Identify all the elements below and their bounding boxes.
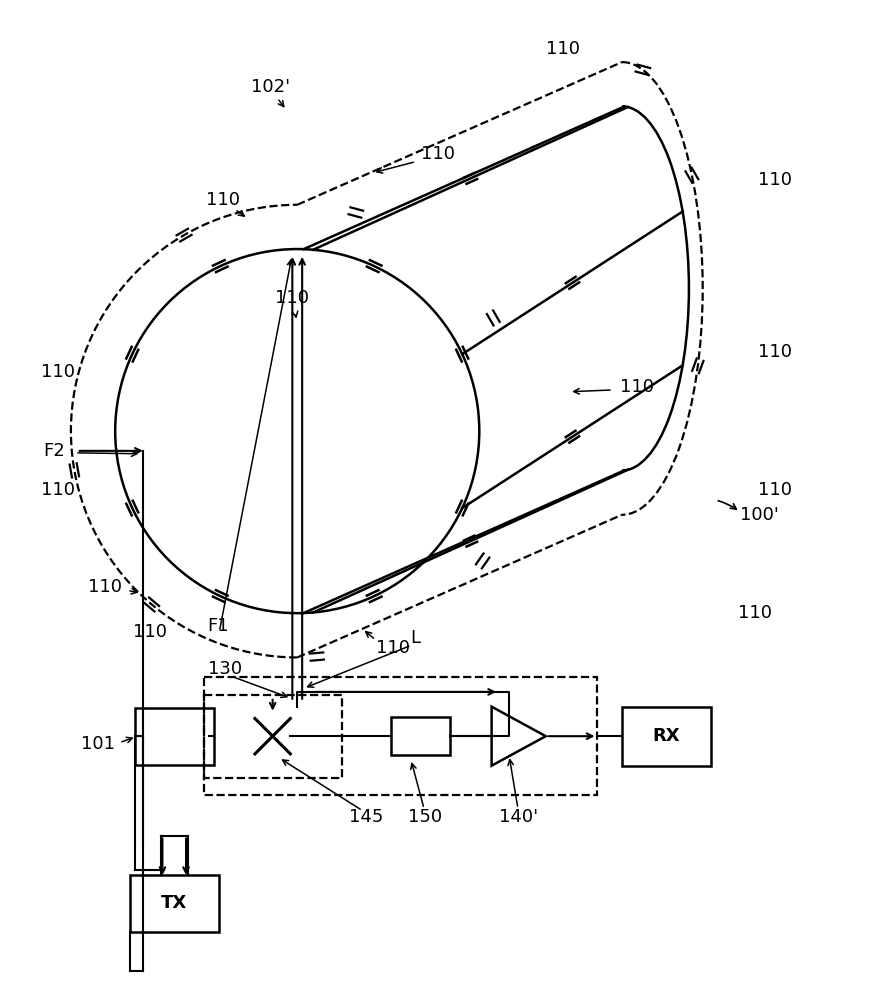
Text: L: L	[410, 629, 420, 647]
Bar	[134, 708, 214, 765]
Text: 102': 102'	[251, 78, 290, 96]
Text: 110: 110	[275, 289, 309, 307]
Text: 110: 110	[41, 363, 75, 381]
Text: 101: 101	[81, 735, 115, 753]
Text: 100': 100'	[740, 506, 779, 524]
Bar	[391, 717, 450, 755]
Text: 110: 110	[375, 639, 409, 657]
Text: 110: 110	[88, 578, 122, 596]
Text: 110: 110	[620, 378, 654, 396]
Text: 110: 110	[133, 623, 167, 641]
Text: F1: F1	[208, 617, 230, 635]
Text: 110: 110	[758, 343, 792, 361]
Text: 110: 110	[546, 40, 580, 58]
Bar	[622, 707, 711, 766]
Text: TX: TX	[162, 894, 188, 912]
Text: 110: 110	[758, 171, 792, 189]
Bar	[130, 875, 218, 932]
Text: RX: RX	[652, 727, 680, 745]
Text: 110: 110	[738, 604, 772, 622]
Text: F2: F2	[44, 442, 65, 460]
Text: 110: 110	[758, 481, 792, 499]
Text: 110: 110	[41, 481, 75, 499]
Text: 140': 140'	[499, 808, 539, 826]
Text: 150: 150	[408, 808, 443, 826]
Text: 110: 110	[421, 145, 455, 163]
Text: 130: 130	[209, 660, 243, 678]
Text: 110: 110	[206, 191, 240, 209]
Text: 145: 145	[349, 808, 383, 826]
